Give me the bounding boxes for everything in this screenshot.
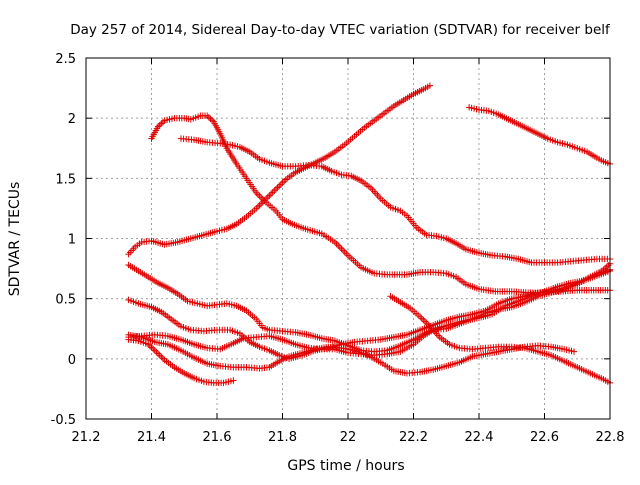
x-tick-label: 22.2 (399, 430, 428, 445)
x-tick-label: 22.4 (465, 430, 494, 445)
axis-ticks: 21.2 21.4 21.6 21.8 22 22.2 22.4 22.6 22.8 -0.5 0 0… (51, 52, 625, 445)
x-tick-label: 21.2 (72, 430, 101, 445)
data-point (603, 263, 610, 270)
y-tick-label: 0.5 (55, 293, 76, 308)
x-tick-label: 22 (340, 430, 357, 445)
data-point (207, 115, 214, 122)
series-7 (125, 336, 237, 387)
y-axis-label: SDTVAR / TECUs (7, 182, 23, 297)
data-point (267, 190, 275, 198)
y-tick-label: 2 (68, 112, 76, 127)
data-point (570, 348, 578, 355)
data-point (149, 345, 157, 353)
y-tick-label: 0 (68, 353, 76, 368)
data-point (279, 179, 286, 186)
data-point (280, 177, 288, 185)
data-point (254, 203, 262, 211)
data-point (153, 348, 160, 356)
data-point (205, 114, 213, 121)
series-9 (125, 266, 614, 359)
series-8 (125, 331, 578, 377)
series-3 (177, 135, 614, 266)
data-point (154, 350, 162, 357)
data-point (151, 347, 158, 354)
data-point (426, 82, 434, 89)
data-point (418, 315, 425, 322)
data-point (258, 200, 265, 207)
data-point (421, 318, 429, 325)
x-tick-label: 22.8 (596, 430, 625, 445)
data-point (334, 242, 342, 249)
data-point (272, 185, 280, 193)
x-axis-label: GPS time / hours (287, 458, 404, 474)
plot-frame (85, 57, 611, 420)
data-point (158, 120, 165, 127)
series-2 (125, 82, 434, 258)
y-tick-label: 1 (68, 233, 76, 248)
data-point (230, 377, 237, 384)
data-point (274, 184, 281, 191)
data-point (266, 192, 273, 199)
data-point (159, 355, 167, 362)
data-point (269, 189, 276, 196)
data-point (341, 248, 348, 256)
data-point (605, 262, 612, 269)
data-point (336, 243, 344, 251)
y-tick-label: -0.5 (51, 413, 76, 428)
data-point (256, 192, 263, 200)
data-point (256, 202, 263, 209)
y-tick-label: 2.5 (55, 52, 76, 67)
data-point (156, 352, 163, 359)
data-point (258, 194, 265, 201)
data-point (338, 245, 345, 252)
data-point (276, 182, 283, 190)
data-point (333, 240, 340, 247)
data-point (158, 353, 165, 361)
data-point (277, 181, 285, 188)
series-10 (387, 293, 614, 387)
x-tick-label: 21.8 (268, 430, 297, 445)
data-point (420, 316, 427, 324)
x-tick-label: 21.4 (137, 430, 166, 445)
chart-title: Day 257 of 2014, Sidereal Day-to-day VTE… (70, 22, 611, 38)
grid (85, 57, 611, 420)
x-tick-label: 22.6 (530, 430, 559, 445)
x-tick-label: 21.6 (203, 430, 232, 445)
data-point (271, 187, 278, 194)
data-point (254, 191, 262, 198)
data-point (343, 250, 350, 257)
series-4 (465, 104, 614, 168)
data-point (339, 247, 347, 254)
y-tick-label: 1.5 (55, 172, 76, 187)
data-point (148, 344, 155, 351)
data-points (125, 82, 614, 387)
